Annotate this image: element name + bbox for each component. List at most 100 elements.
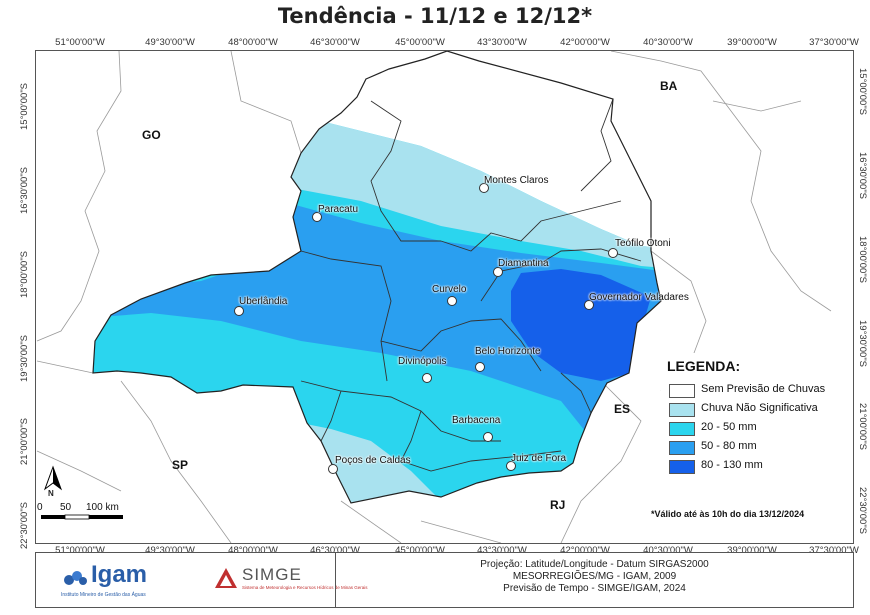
projection-line: Projeção: Latitude/Longitude - Datum SIR…	[480, 559, 709, 570]
north-label: N	[48, 489, 54, 498]
lon-tick-bottom: 48°00'00"W	[228, 545, 278, 556]
lat-tick-right: 22°30'00"S	[857, 487, 868, 535]
mg-state-outline	[92, 51, 662, 504]
lon-tick-top: 37°30'00"W	[809, 37, 859, 48]
lat-tick-left: 15°00'00"S	[19, 82, 30, 130]
neighbor-boundaries	[36, 51, 832, 543]
city-label: Barbacena	[452, 415, 501, 426]
lon-tick-top: 46°30'00"W	[310, 37, 360, 48]
lat-tick-left: 16°30'00"S	[19, 166, 30, 214]
lon-tick-bottom: 46°30'00"W	[310, 545, 360, 556]
lon-tick-top: 39°00'00"W	[727, 37, 777, 48]
footer-divider	[335, 553, 336, 607]
mesoregion-source-line: MESORREGIÕES/MG - IGAM, 2009	[512, 571, 677, 582]
city-label: Poços de Caldas	[335, 455, 411, 466]
lat-tick-right: 19°30'00"S	[857, 320, 868, 368]
legend-label: 20 - 50 mm	[701, 421, 757, 433]
map-canvas	[36, 51, 832, 543]
lat-tick-left: 18°00'00"S	[19, 250, 30, 298]
city-marker	[422, 373, 432, 383]
simge-triangle-icon	[215, 568, 237, 588]
legend-swatch	[669, 441, 695, 455]
forecast-source-line: Previsão de Tempo - SIMGE/IGAM, 2024	[503, 583, 686, 594]
north-arrow-icon	[43, 465, 63, 491]
lon-tick-top: 49°30'00"W	[145, 37, 195, 48]
lon-tick-bottom: 40°30'00"W	[643, 545, 693, 556]
city-marker	[475, 362, 485, 372]
city-marker	[328, 464, 338, 474]
city-label: Teófilo Otoni	[615, 238, 671, 249]
scale-label-zero: 0	[37, 502, 43, 513]
city-marker	[234, 306, 244, 316]
legend-swatch	[669, 384, 695, 398]
legend: LEGENDA: Sem Previsão de Chuvas Chuva Nã…	[661, 353, 833, 481]
igam-subtitle: Instituto Mineiro de Gestão das Águas	[61, 592, 146, 598]
map-title: Tendência - 11/12 e 12/12*	[277, 4, 593, 28]
lon-tick-bottom: 37°30'00"W	[809, 545, 859, 556]
scale-label-end: 100 km	[86, 502, 119, 513]
lon-tick-bottom: 42°00'00"W	[560, 545, 610, 556]
legend-title: LEGENDA:	[667, 358, 741, 374]
legend-swatch	[669, 403, 695, 417]
city-marker	[506, 461, 516, 471]
city-marker	[584, 300, 594, 310]
city-label: Governador Valadares	[589, 292, 689, 303]
lon-tick-top: 42°00'00"W	[560, 37, 610, 48]
lat-tick-right: 15°00'00"S	[857, 68, 868, 116]
city-marker	[447, 296, 457, 306]
zone-no-rain	[281, 51, 661, 251]
lon-tick-top: 48°00'00"W	[228, 37, 278, 48]
lon-tick-bottom: 39°00'00"W	[727, 545, 777, 556]
simge-subtitle: Sistema de Meteorologia e Recursos Hídri…	[242, 585, 368, 590]
lat-tick-left: 21°00'00"S	[19, 417, 30, 465]
state-label-es: ES	[614, 402, 631, 416]
city-marker	[312, 212, 322, 222]
city-label: Belo Horizonte	[475, 346, 541, 357]
city-label: Diamantina	[498, 258, 549, 269]
city-marker	[483, 432, 493, 442]
lon-tick-bottom: 43°30'00"W	[477, 545, 527, 556]
igam-drops-icon	[64, 571, 87, 585]
city-marker	[479, 183, 489, 193]
footer-info: Projeção: Latitude/Longitude - Datum SIR…	[336, 559, 853, 595]
lat-tick-left: 22°30'00"S	[19, 501, 30, 549]
lon-tick-top: 43°30'00"W	[477, 37, 527, 48]
city-label: Montes Claros	[484, 175, 549, 186]
lat-tick-right: 18°00'00"S	[857, 236, 868, 284]
lat-tick-right: 16°30'00"S	[857, 152, 868, 200]
validity-note: *Válido até às 10h do dia 13/12/2024	[651, 509, 805, 519]
lon-tick-bottom: 51°00'00"W	[55, 545, 105, 556]
lon-tick-top: 51°00'00"W	[55, 37, 105, 48]
city-label: Juiz de Fora	[511, 453, 567, 464]
legend-label: Sem Previsão de Chuvas	[701, 383, 826, 395]
legend-swatch	[669, 460, 695, 474]
lon-tick-top: 45°00'00"W	[395, 37, 445, 48]
city-label: Curvelo	[432, 284, 467, 295]
legend-label: 50 - 80 mm	[701, 440, 757, 452]
city-label: Uberlândia	[239, 296, 288, 307]
scale-bar	[41, 514, 123, 520]
lon-tick-bottom: 49°30'00"W	[145, 545, 195, 556]
legend-label: Chuva Não Significativa	[701, 402, 818, 414]
simge-name: SIMGE	[242, 565, 302, 584]
igam-name: Igam	[91, 561, 148, 588]
state-label-go: GO	[142, 128, 161, 142]
zone-80-130	[511, 269, 651, 381]
lat-tick-left: 19°30'00"S	[19, 334, 30, 382]
zone-insignificant	[281, 111, 661, 271]
city-label: Paracatu	[318, 204, 359, 215]
state-label-ba: BA	[660, 79, 678, 93]
city-marker	[608, 248, 618, 258]
footer: Igam Instituto Mineiro de Gestão das Águ…	[35, 552, 854, 608]
lon-tick-bottom: 45°00'00"W	[395, 545, 445, 556]
state-label-sp: SP	[172, 458, 189, 472]
legend-label: 80 - 130 mm	[701, 459, 763, 471]
city-label: Divinópolis	[398, 356, 447, 367]
mesoregion-boundaries	[300, 98, 642, 472]
scale-label-mid: 50	[60, 502, 72, 513]
legend-swatch	[669, 422, 695, 436]
lat-tick-right: 21°00'00"S	[857, 403, 868, 451]
city-marker	[493, 267, 503, 277]
lon-tick-top: 40°30'00"W	[643, 37, 693, 48]
state-label-rj: RJ	[550, 498, 566, 512]
